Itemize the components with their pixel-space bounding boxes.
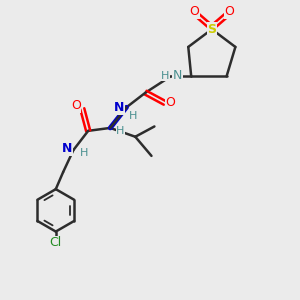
Text: S: S <box>207 23 216 36</box>
Text: H: H <box>80 148 88 158</box>
Text: N: N <box>61 142 72 155</box>
Text: N: N <box>114 101 124 114</box>
Text: H: H <box>129 110 137 121</box>
Text: O: O <box>71 99 81 112</box>
Text: O: O <box>189 5 199 18</box>
Text: H: H <box>161 70 169 80</box>
Text: O: O <box>166 96 176 110</box>
Text: N: N <box>173 69 182 82</box>
Text: Cl: Cl <box>50 236 62 249</box>
Text: O: O <box>225 5 234 18</box>
Text: H: H <box>116 126 125 136</box>
